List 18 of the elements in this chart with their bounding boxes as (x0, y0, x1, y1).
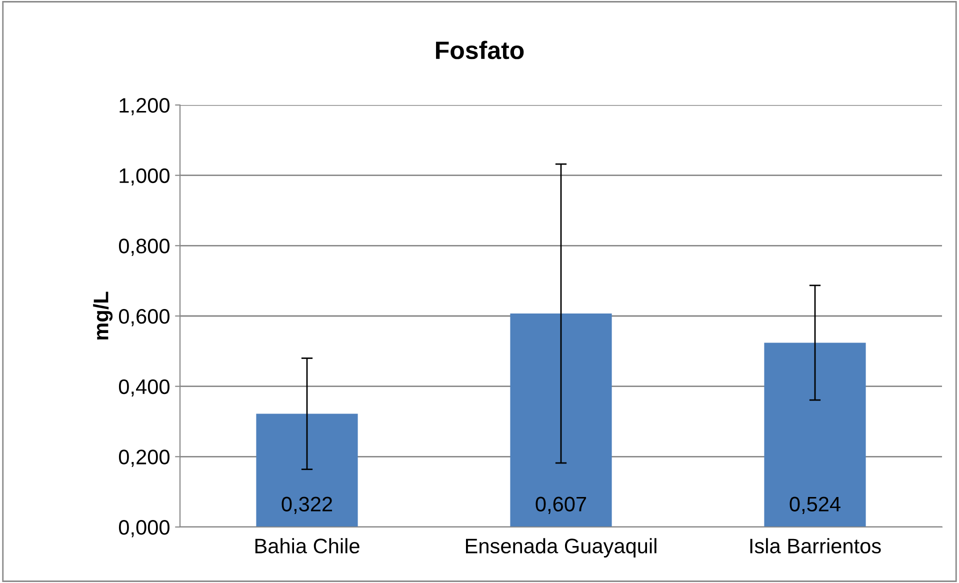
data-label: 0,607 (536, 496, 586, 514)
chart-title: Fosfato (436, 40, 524, 60)
y-tick-label: 1,000 (120, 168, 170, 186)
bar (510, 314, 612, 527)
y-axis-title: mg/L (93, 292, 113, 340)
y-tick-label: 0,800 (118, 238, 170, 256)
y-tick-label: 0,000 (118, 520, 170, 538)
data-label: 0,322 (282, 496, 332, 514)
x-tick-label: Ensenada Guayaquil (466, 538, 656, 558)
y-tick-label: 1,200 (120, 98, 170, 116)
data-label: 0,524 (790, 496, 840, 514)
bar (764, 342, 866, 527)
y-tick-label: 0,400 (118, 379, 170, 397)
y-tick-label: 0,600 (118, 309, 170, 326)
x-tick-label: Isla Barrientos (750, 538, 881, 554)
x-tick-label: Bahia Chile (255, 538, 360, 554)
y-tick-label: 0,200 (118, 450, 170, 467)
bar (256, 414, 358, 527)
